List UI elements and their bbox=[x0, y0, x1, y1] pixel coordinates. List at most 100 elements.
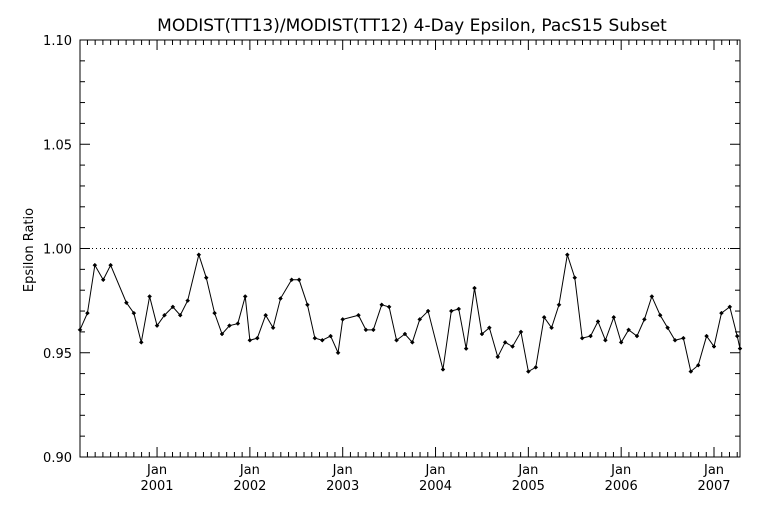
data-point bbox=[657, 312, 663, 318]
x-tick-label-month: Jan bbox=[610, 463, 631, 478]
data-point bbox=[162, 312, 167, 318]
data-point bbox=[533, 364, 539, 370]
x-tick-label-year: 2005 bbox=[512, 479, 545, 494]
data-point bbox=[719, 310, 724, 316]
data-point bbox=[170, 304, 176, 310]
data-point bbox=[556, 302, 562, 308]
x-tick-label-year: 2004 bbox=[419, 479, 452, 494]
data-point bbox=[711, 344, 717, 349]
data-point bbox=[672, 337, 678, 343]
data-point bbox=[456, 306, 462, 312]
data-point bbox=[626, 327, 631, 333]
data-point bbox=[335, 350, 341, 356]
x-tick-label-month: Jan bbox=[332, 463, 353, 478]
data-point bbox=[595, 319, 601, 324]
data-point bbox=[734, 333, 740, 339]
data-point bbox=[526, 369, 531, 374]
x-tick-label-month: Jan bbox=[703, 463, 724, 478]
x-tick-label-year: 2007 bbox=[697, 479, 730, 494]
data-point bbox=[312, 335, 318, 341]
x-tick-label-month: Jan bbox=[425, 463, 446, 478]
data-point bbox=[247, 337, 253, 343]
data-point bbox=[611, 314, 617, 320]
data-point bbox=[618, 339, 624, 345]
data-point bbox=[603, 337, 608, 343]
data-point bbox=[379, 302, 385, 308]
data-point bbox=[363, 327, 369, 333]
data-point bbox=[417, 317, 423, 322]
y-tick-label: 0.90 bbox=[43, 451, 72, 466]
data-point bbox=[147, 294, 152, 299]
y-tick-label: 1.00 bbox=[43, 243, 72, 258]
data-point bbox=[108, 262, 113, 268]
data-point bbox=[203, 275, 209, 281]
data-point bbox=[394, 337, 399, 343]
data-point bbox=[579, 335, 585, 341]
data-point bbox=[85, 310, 90, 316]
data-point bbox=[665, 325, 670, 331]
x-tick-label-month: Jan bbox=[239, 463, 260, 478]
y-tick-label: 0.95 bbox=[43, 347, 72, 362]
data-point bbox=[549, 325, 554, 331]
data-point bbox=[370, 327, 376, 333]
data-point bbox=[305, 302, 310, 308]
y-axis-label: Epsilon Ratio bbox=[22, 208, 37, 292]
data-point bbox=[254, 335, 260, 341]
data-point bbox=[92, 262, 98, 268]
plot-frame bbox=[79, 39, 741, 458]
data-point bbox=[219, 331, 225, 337]
data-point bbox=[177, 312, 183, 318]
data-point bbox=[100, 277, 106, 283]
data-point bbox=[479, 331, 485, 337]
y-tick-label: 1.05 bbox=[43, 138, 72, 153]
x-tick-label-year: 2001 bbox=[140, 479, 173, 494]
data-point bbox=[487, 325, 492, 331]
y-tick-label: 1.10 bbox=[43, 34, 72, 49]
data-point bbox=[495, 354, 501, 360]
data-point bbox=[124, 300, 129, 306]
series-line bbox=[79, 252, 741, 373]
data-point bbox=[212, 310, 217, 316]
data-point bbox=[472, 285, 477, 291]
data-point bbox=[518, 329, 524, 335]
data-point bbox=[564, 252, 570, 258]
x-tick-label-month: Jan bbox=[517, 463, 538, 478]
data-point bbox=[319, 337, 325, 343]
x-tick-label-year: 2006 bbox=[605, 479, 638, 494]
x-axis-ticks: Jan2001Jan2002Jan2003Jan2004Jan2005Jan20… bbox=[86, 40, 738, 494]
data-point bbox=[278, 296, 283, 301]
data-point bbox=[649, 294, 655, 299]
data-point bbox=[463, 346, 469, 351]
data-point bbox=[263, 312, 269, 318]
x-tick-label-year: 2003 bbox=[326, 479, 359, 494]
data-point bbox=[77, 327, 83, 333]
data-point bbox=[131, 310, 137, 316]
data-point bbox=[642, 317, 647, 322]
data-point bbox=[727, 304, 733, 310]
data-point bbox=[242, 294, 248, 299]
data-point bbox=[502, 339, 508, 345]
data-point bbox=[704, 333, 709, 339]
data-point bbox=[425, 308, 431, 314]
data-point bbox=[409, 339, 415, 345]
data-point bbox=[185, 298, 191, 303]
data-point bbox=[154, 323, 160, 328]
data-point bbox=[572, 275, 578, 281]
data-point bbox=[510, 344, 515, 349]
chart-title: MODIST(TT13)/MODIST(TT12) 4-Day Epsilon,… bbox=[157, 16, 667, 36]
data-point bbox=[386, 304, 392, 310]
data-point bbox=[541, 314, 547, 320]
x-tick-label-year: 2002 bbox=[233, 479, 266, 494]
data-point bbox=[448, 308, 454, 314]
data-point bbox=[634, 333, 640, 339]
data-point bbox=[235, 321, 241, 326]
data-point bbox=[402, 331, 408, 337]
data-point bbox=[737, 346, 743, 351]
data-point bbox=[296, 277, 302, 283]
data-point bbox=[340, 317, 346, 322]
data-point bbox=[356, 312, 361, 318]
series-points bbox=[77, 252, 743, 374]
data-point bbox=[227, 323, 232, 328]
data-point bbox=[688, 369, 694, 374]
